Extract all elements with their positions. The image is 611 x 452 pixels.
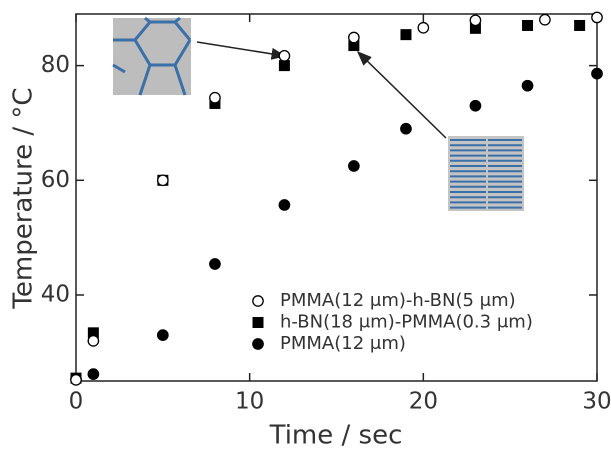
data-point — [278, 199, 291, 211]
plot-frame — [75, 13, 598, 382]
legend-marker — [252, 317, 264, 328]
y-tick-label: 60 — [41, 167, 70, 193]
data-point — [278, 50, 291, 62]
data-point — [209, 258, 221, 270]
legend-label: PMMA(12 μm) — [280, 333, 406, 354]
x-axis-title: Time / sec — [269, 421, 403, 451]
data-point — [469, 99, 482, 112]
data-point — [87, 327, 99, 339]
data-point — [156, 174, 169, 187]
data-point — [417, 21, 430, 34]
data-point — [156, 329, 169, 341]
data-point — [522, 19, 534, 31]
data-point — [348, 160, 360, 172]
data-point — [70, 374, 82, 386]
x-tick-label: 0 — [69, 389, 84, 415]
data-point — [400, 122, 412, 135]
data-point — [348, 40, 360, 52]
inset-layers — [448, 136, 524, 211]
data-point — [469, 22, 481, 34]
data-point — [469, 14, 482, 27]
data-point — [539, 13, 551, 26]
x-tick-label: 20 — [409, 389, 438, 415]
y-axis-title: Temperature / °C — [9, 87, 39, 309]
data-point — [521, 79, 534, 92]
data-point — [591, 67, 603, 80]
inset-hexagon — [112, 16, 192, 96]
legend-label: h-BN(18 μm)-PMMA(0.3 μm) — [280, 312, 533, 333]
data-point — [574, 19, 586, 31]
data-point — [87, 335, 100, 347]
data-point — [87, 368, 100, 380]
x-tick-label: 10 — [235, 389, 264, 415]
legend-marker — [252, 295, 264, 307]
data-point — [209, 91, 221, 104]
arrow — [356, 50, 447, 139]
arrow — [196, 41, 287, 60]
legend-marker — [252, 338, 264, 350]
data-point — [591, 11, 603, 24]
x-tick-label: 30 — [582, 389, 611, 415]
y-tick-label: 80 — [41, 52, 70, 78]
data-point — [348, 31, 360, 44]
data-point — [278, 60, 290, 72]
y-tick-label: 40 — [41, 281, 70, 307]
data-point — [400, 29, 412, 41]
legend-label: PMMA(12 μm)-h-BN(5 μm) — [280, 290, 516, 311]
